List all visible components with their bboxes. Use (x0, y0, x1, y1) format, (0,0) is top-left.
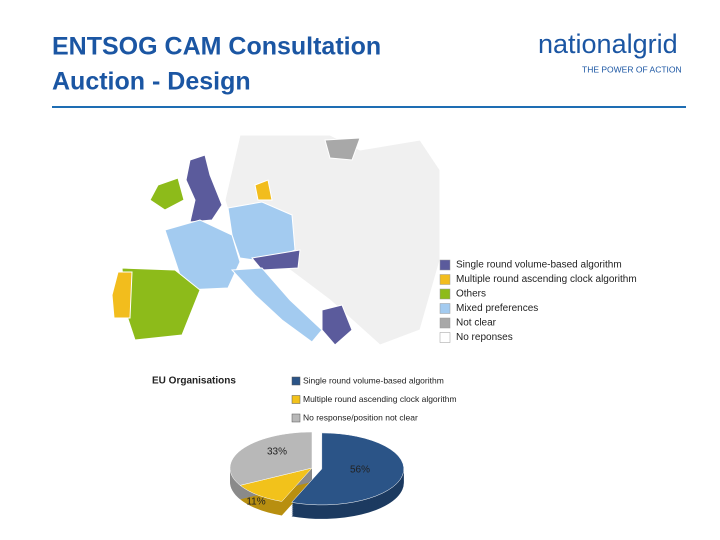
pie-slice (291, 432, 405, 506)
country (111, 271, 133, 319)
country (254, 179, 273, 201)
map-legend: Single round volume-based algorithm Multi… (439, 259, 637, 343)
legend-swatch (439, 317, 451, 329)
value-label: 33% (267, 447, 287, 458)
country (149, 177, 185, 211)
value-label: 56% (350, 465, 370, 476)
value-label: 11% (246, 497, 265, 508)
logo-tagline: THE POWER OF ACTION (582, 64, 682, 74)
legend-label: Single round volume-based algorithm (303, 375, 444, 385)
legend-label: Mixed preferences (456, 303, 538, 314)
logo-brand: nationalgrid (538, 29, 678, 59)
country (230, 267, 323, 343)
country (251, 249, 301, 271)
legend-label: Single round volume-based algorithm (456, 260, 622, 271)
pie-slice (229, 431, 313, 486)
legend-label: No reponses (456, 332, 513, 343)
legend-swatch (439, 332, 451, 343)
legend-swatch (439, 274, 451, 285)
legend-swatch (291, 395, 301, 404)
legend-label: Multiple round ascending clock algorithm (456, 274, 637, 285)
legend-swatch (439, 303, 451, 314)
country (321, 304, 353, 346)
legend-label: Others (456, 289, 486, 300)
country (324, 137, 361, 161)
legend-swatch (439, 259, 451, 271)
title-line: Auction - Design (52, 68, 251, 96)
pie-chart: EU Organisations Single round volume-bas… (152, 375, 457, 519)
title-line: ENTSOG CAM Consultation (52, 33, 381, 61)
legend-label: Not clear (456, 318, 497, 329)
legend-label: No response/position not clear (303, 412, 418, 422)
legend-swatch (291, 413, 301, 423)
legend-swatch (439, 288, 451, 300)
map (111, 134, 441, 346)
chart-title: EU Organisations (152, 376, 236, 387)
country (164, 219, 241, 291)
country (185, 154, 223, 223)
legend-swatch (291, 376, 301, 386)
legend-label: Multiple round ascending clock algorithm (303, 394, 457, 404)
